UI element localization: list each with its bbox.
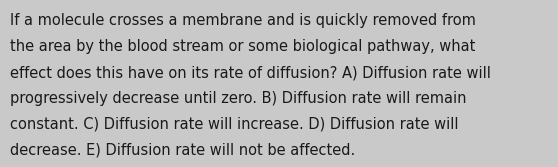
Text: the area by the blood stream or some biological pathway, what: the area by the blood stream or some bio…	[10, 39, 475, 54]
Text: decrease. E) Diffusion rate will not be affected.: decrease. E) Diffusion rate will not be …	[10, 143, 355, 158]
Text: If a molecule crosses a membrane and is quickly removed from: If a molecule crosses a membrane and is …	[10, 13, 476, 28]
Text: progressively decrease until zero. B) Diffusion rate will remain: progressively decrease until zero. B) Di…	[10, 91, 466, 106]
Text: effect does this have on its rate of diffusion? A) Diffusion rate will: effect does this have on its rate of dif…	[10, 65, 491, 80]
Text: constant. C) Diffusion rate will increase. D) Diffusion rate will: constant. C) Diffusion rate will increas…	[10, 117, 459, 132]
